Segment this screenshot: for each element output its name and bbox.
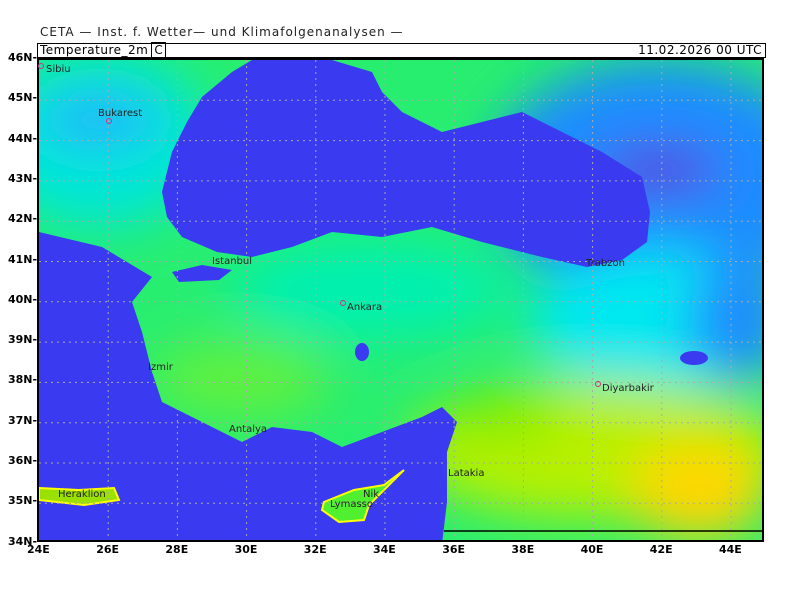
city-label: Ankara xyxy=(347,302,383,313)
institute-header: CETA — Inst. f. Wetter— und Klimafolgena… xyxy=(40,25,404,39)
city-label: Izmir xyxy=(148,362,173,373)
lon-tick-label: 44E xyxy=(719,543,742,556)
lat-tick-label: 39N- xyxy=(8,333,38,347)
lat-tick-label: 34N- xyxy=(8,534,38,548)
map-title-bar: Temperature_2m C 11.02.2026 00 UTC xyxy=(37,42,766,58)
temperature-map xyxy=(37,58,764,542)
city-marker xyxy=(38,63,44,69)
lat-tick-label: 38N- xyxy=(8,373,38,387)
city-label: Trabzon xyxy=(586,258,625,269)
lat-tick-label: 42N- xyxy=(8,212,38,226)
city-label: Lymasso xyxy=(330,499,373,510)
marmara-sea xyxy=(172,265,232,282)
city-label: Bukarest xyxy=(98,108,143,119)
lon-tick-label: 32E xyxy=(303,543,327,556)
lat-tick-label: 45N- xyxy=(8,91,38,105)
lon-tick-label: 36E xyxy=(442,543,466,556)
lat-tick-label: 35N- xyxy=(8,494,38,508)
crete-island xyxy=(39,486,121,507)
city-label: Istanbul xyxy=(212,256,253,267)
tuz-lake xyxy=(355,343,369,361)
lon-tick-label: 34E xyxy=(373,543,396,556)
lon-tick-label: 42E xyxy=(649,543,673,556)
van-lake xyxy=(680,351,708,365)
unit-label: C xyxy=(151,42,167,58)
datetime-label: 11.02.2026 00 UTC xyxy=(638,43,762,57)
city-label: Antalya xyxy=(229,424,268,435)
map-canvas xyxy=(39,60,762,540)
lat-tick-label: 37N- xyxy=(8,413,38,427)
lon-tick-label: 24E xyxy=(27,543,50,556)
city-label: Sibiu xyxy=(46,64,71,75)
lon-tick-label: 26E xyxy=(96,543,120,556)
lat-tick-label: 41N- xyxy=(8,252,38,266)
city-marker xyxy=(595,381,601,387)
lon-tick-label: 30E xyxy=(234,543,258,556)
lat-tick-label: 44N- xyxy=(8,131,38,145)
lon-tick-label: 28E xyxy=(165,543,189,556)
city-marker xyxy=(340,300,346,306)
lat-tick-label: 46N- xyxy=(8,51,38,64)
city-label: Heraklion xyxy=(58,489,106,500)
lat-tick-label: 40N- xyxy=(8,292,38,306)
islands xyxy=(39,343,708,524)
black-sea xyxy=(162,60,650,267)
lon-tick-label: 38E xyxy=(511,543,535,556)
city-label: Diyarbakir xyxy=(602,383,654,394)
variable-name: Temperature_2m xyxy=(40,43,149,57)
lat-tick-label: 36N- xyxy=(8,454,38,467)
lat-tick-label: 43N- xyxy=(8,171,38,185)
graticule xyxy=(39,60,762,540)
city-marker xyxy=(106,118,112,124)
city-label: Nik xyxy=(363,489,380,500)
cyprus-island xyxy=(320,469,405,524)
lon-tick-label: 40E xyxy=(580,543,604,556)
city-label: Latakia xyxy=(448,468,485,479)
